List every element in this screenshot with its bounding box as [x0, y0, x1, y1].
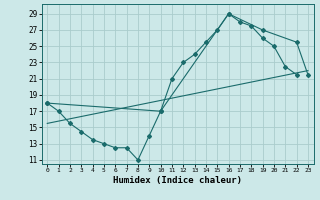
X-axis label: Humidex (Indice chaleur): Humidex (Indice chaleur): [113, 176, 242, 185]
